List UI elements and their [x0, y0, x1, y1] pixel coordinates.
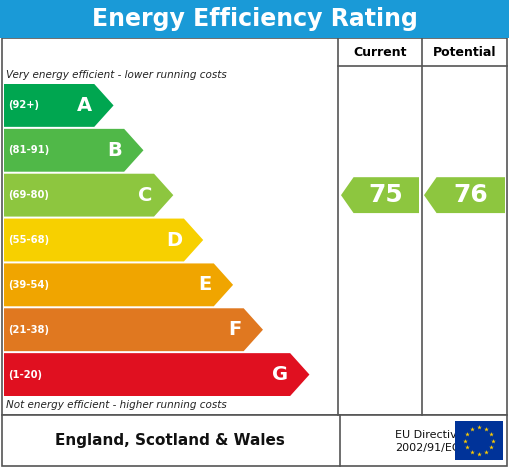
Text: E: E	[199, 276, 212, 294]
Text: C: C	[137, 186, 152, 205]
Text: (55-68): (55-68)	[8, 235, 49, 245]
Polygon shape	[4, 263, 233, 306]
Text: 2002/91/EC: 2002/91/EC	[395, 443, 460, 453]
Polygon shape	[4, 308, 263, 351]
Bar	[2, 38, 507, 415]
Text: Energy Efficiency Rating: Energy Efficiency Rating	[92, 7, 417, 31]
Text: Not energy efficient - higher running costs: Not energy efficient - higher running co…	[6, 400, 227, 410]
Text: F: F	[229, 320, 242, 339]
Text: England, Scotland & Wales: England, Scotland & Wales	[55, 433, 285, 448]
Text: (21-38): (21-38)	[8, 325, 49, 335]
Polygon shape	[424, 177, 505, 213]
Text: D: D	[166, 231, 182, 249]
Text: 75: 75	[369, 183, 403, 207]
Text: (69-80): (69-80)	[8, 190, 49, 200]
Text: A: A	[77, 96, 92, 115]
Text: Potential: Potential	[433, 45, 496, 58]
Bar	[0, 0, 509, 38]
Text: 76: 76	[453, 183, 488, 207]
Text: (39-54): (39-54)	[8, 280, 49, 290]
Polygon shape	[4, 219, 203, 262]
Text: (1-20): (1-20)	[8, 369, 42, 380]
Bar	[2, 415, 507, 466]
Text: Current: Current	[353, 45, 407, 58]
Text: Very energy efficient - lower running costs: Very energy efficient - lower running co…	[6, 70, 227, 80]
Text: EU Directive: EU Directive	[395, 431, 464, 440]
Polygon shape	[4, 129, 144, 172]
Polygon shape	[4, 353, 309, 396]
Text: (92+): (92+)	[8, 100, 39, 110]
Polygon shape	[4, 84, 114, 127]
Polygon shape	[341, 177, 419, 213]
Text: G: G	[272, 365, 288, 384]
Polygon shape	[4, 174, 174, 217]
Text: (81-91): (81-91)	[8, 145, 49, 156]
Bar	[455, 421, 503, 460]
Text: B: B	[107, 141, 122, 160]
